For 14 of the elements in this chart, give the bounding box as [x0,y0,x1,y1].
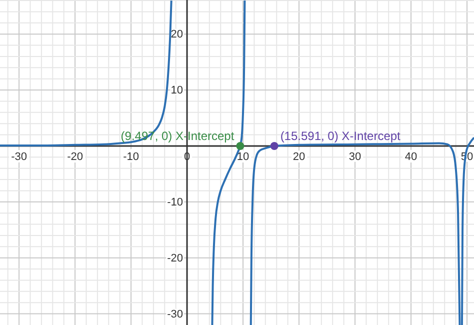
y-tick-label: -10 [167,196,184,208]
y-tick-label: 20 [170,28,184,41]
x-tick-label: -30 [11,150,27,163]
x-tick-label: 20 [292,150,306,163]
x-tick-label: 30 [348,150,362,163]
x-tick-label: 10 [236,150,250,163]
y-tick-label: 10 [170,84,184,97]
y-tick-label: -30 [167,308,184,320]
annotation: (15.591, 0) X-Intercept [280,129,402,143]
y-tick-label: -20 [167,252,184,264]
x-tick-label: -20 [67,150,83,163]
line-series [0,0,172,146]
x-tick-label: -10 [123,150,139,163]
x-tick-label: 40 [404,150,418,163]
